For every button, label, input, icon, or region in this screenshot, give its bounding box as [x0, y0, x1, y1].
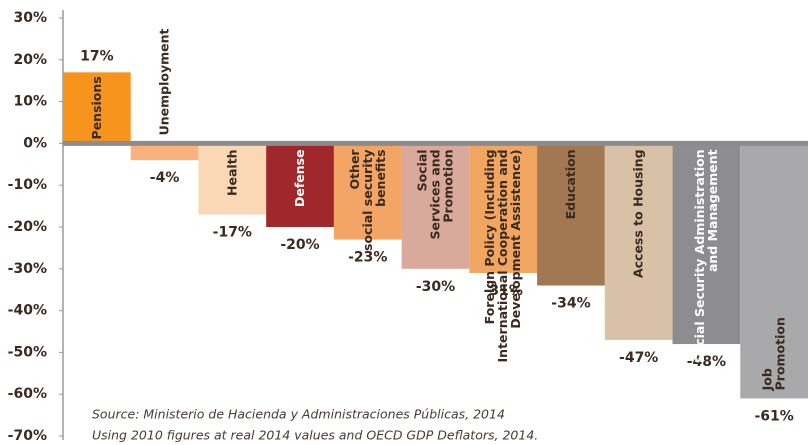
source-note: Using 2010 figures at real 2014 values a…	[92, 428, 538, 443]
bar	[198, 143, 267, 215]
bar	[604, 143, 673, 340]
category-label: Othersocial securitybenefits	[346, 149, 387, 251]
category-label: Access to Housing	[630, 149, 645, 278]
value-label: -30%	[416, 279, 455, 295]
bar	[266, 143, 334, 227]
value-label: -61%	[754, 408, 793, 424]
bar	[537, 143, 605, 286]
category-label: JobPromotion	[759, 317, 787, 391]
y-tick-label: 20%	[13, 52, 47, 68]
y-tick-label: -30%	[8, 261, 47, 277]
value-label: 17%	[80, 48, 114, 64]
category-label: Education	[562, 149, 577, 219]
category-label: SocialServices andPromotion	[414, 149, 455, 239]
source-note: Source: Ministerio de Hacienda y Adminis…	[92, 407, 505, 422]
y-tick-label: -70%	[8, 428, 47, 444]
bar	[401, 143, 470, 269]
value-label: -17%	[213, 224, 252, 240]
bar	[130, 143, 199, 161]
value-label: -23%	[348, 250, 387, 266]
y-tick-label: 30%	[13, 10, 47, 26]
y-tick-label: 0%	[23, 135, 47, 151]
category-label: Social Security Administrationand Manage…	[691, 149, 719, 363]
value-label: -47%	[619, 350, 658, 366]
y-tick-label: -20%	[8, 219, 47, 235]
category-label: Pensions	[88, 76, 103, 139]
bar	[333, 143, 402, 240]
bar	[740, 143, 808, 399]
y-tick-label: 10%	[13, 94, 47, 110]
y-tick-label: -50%	[8, 344, 47, 360]
y-tick-label: -60%	[8, 386, 47, 402]
category-label: Defense	[292, 149, 307, 207]
y-tick-label: -10%	[8, 177, 47, 193]
value-label: -48%	[687, 354, 726, 370]
y-tick-label: -40%	[8, 303, 47, 319]
bar	[672, 143, 741, 345]
category-label: Health	[224, 149, 239, 196]
bar	[63, 72, 131, 144]
value-label: -34%	[551, 296, 590, 312]
value-label: -4%	[150, 170, 180, 186]
category-label: Foreign Policy (IncludingInternational C…	[482, 149, 523, 362]
category-label: Unemployment	[156, 28, 171, 135]
bar	[469, 143, 538, 273]
value-label: -20%	[280, 237, 319, 253]
value-label: -31%	[484, 283, 523, 299]
